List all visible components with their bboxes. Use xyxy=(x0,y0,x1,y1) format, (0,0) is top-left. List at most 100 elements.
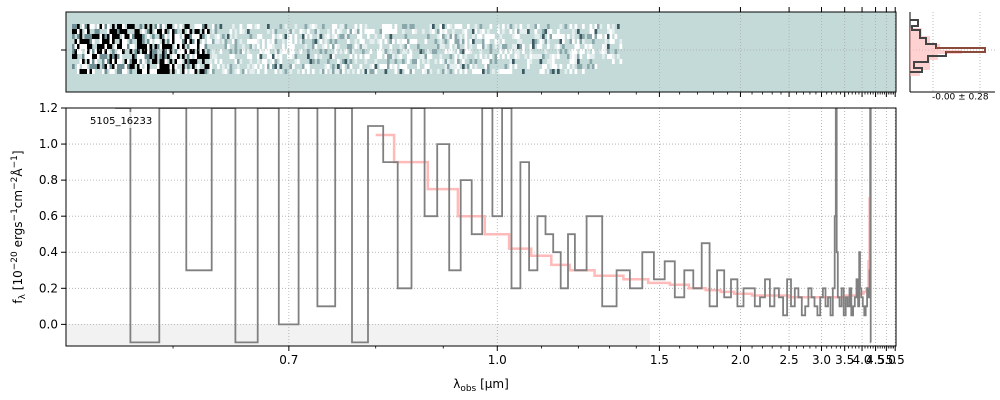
spectrum-2d-pixel xyxy=(109,54,113,59)
spectrum-2d-pixel xyxy=(352,29,355,34)
spectrum-2d-pixel xyxy=(74,39,78,44)
spectrum-2d-pixel xyxy=(402,39,405,44)
spectrum-2d-pixel xyxy=(577,54,580,59)
spectrum-2d-pixel xyxy=(482,69,485,74)
spectrum-2d-pixel xyxy=(174,44,178,49)
spectrum-2d-pixel xyxy=(187,64,190,69)
spectrum-2d-pixel xyxy=(409,49,413,54)
spectrum-2d-pixel xyxy=(224,39,228,44)
spectrum-2d-pixel xyxy=(302,34,305,39)
spectrum-2d-pixel xyxy=(497,39,500,44)
spectrum-2d-pixel xyxy=(487,34,490,39)
spectrum-2d-pixel xyxy=(239,59,243,64)
spectrum-2d-pixel xyxy=(197,29,200,34)
spectrum-2d-pixel xyxy=(412,24,415,29)
spectrum-2d-pixel xyxy=(312,59,315,64)
spectrum-2d-pixel xyxy=(549,59,553,64)
spectrum-2d-pixel xyxy=(557,69,560,74)
spectrum-2d-pixel xyxy=(112,34,115,39)
spectrum-2d-pixel xyxy=(134,34,138,39)
spectrum-2d-pixel xyxy=(152,34,155,39)
spectrum-2d-pixel xyxy=(214,59,218,64)
spectrum-2d-pixel xyxy=(224,69,228,74)
spectrum-2d-pixel xyxy=(449,69,453,74)
spectrum-2d-pixel xyxy=(367,54,370,59)
spectrum-2d-pixel xyxy=(377,39,380,44)
spectrum-2d-pixel xyxy=(262,44,265,49)
spectrum-2d-pixel xyxy=(87,39,90,44)
spectrum-2d-pixel xyxy=(459,49,463,54)
spectrum-2d-pixel xyxy=(177,54,180,59)
spectrum-2d-pixel xyxy=(349,64,353,69)
spectrum-2d-pixel xyxy=(84,29,88,34)
spectrum-2d-pixel xyxy=(569,54,573,59)
spectrum-2d-pixel xyxy=(577,59,580,64)
spectrum-2d-pixel xyxy=(372,64,375,69)
spectrum-2d-pixel xyxy=(389,64,393,69)
spectrum-2d-pixel xyxy=(192,39,195,44)
spectrum-2d-pixel xyxy=(582,39,585,44)
spectrum-2d-pixel xyxy=(209,69,213,74)
spectrum-2d-pixel xyxy=(537,24,540,29)
spectrum-2d-pixel xyxy=(379,39,383,44)
spectrum-2d-pixel xyxy=(77,49,80,54)
spectrum-2d-pixel xyxy=(444,69,448,74)
spectrum-2d-pixel xyxy=(587,44,590,49)
spectrum-2d-pixel xyxy=(182,34,185,39)
spectrum-2d-pixel xyxy=(342,69,345,74)
spectrum-2d-pixel xyxy=(212,49,215,54)
spectrum-2d-pixel xyxy=(122,64,125,69)
spectrum-2d-pixel xyxy=(194,39,198,44)
spectrum-2d-pixel xyxy=(337,69,340,74)
spectrum-2d-pixel xyxy=(257,34,260,39)
spectrum-2d-pixel xyxy=(569,59,573,64)
spectrum-2d-pixel xyxy=(94,29,98,34)
spectrum-2d-pixel xyxy=(232,39,235,44)
spectrum-2d-pixel xyxy=(77,64,80,69)
spectrum-2d-pixel xyxy=(509,49,513,54)
spectrum-2d-pixel xyxy=(207,39,210,44)
spectrum-2d-pixel xyxy=(104,39,108,44)
spectrum-2d-pixel xyxy=(167,54,170,59)
spectrum-2d-pixel xyxy=(459,69,463,74)
spectrum-2d-pixel xyxy=(242,49,245,54)
spectrum-2d-pixel xyxy=(404,39,408,44)
spectrum-2d-pixel xyxy=(342,64,345,69)
spectrum-2d-pixel xyxy=(562,44,565,49)
spectrum-2d-pixel xyxy=(234,69,238,74)
spectrum-2d-pixel xyxy=(299,49,303,54)
spectrum-2d-pixel xyxy=(519,44,523,49)
spectrum-2d-pixel xyxy=(249,24,253,29)
spectrum-2d-pixel xyxy=(134,29,138,34)
spectrum-2d-pixel xyxy=(222,34,225,39)
spectrum-2d-pixel xyxy=(244,69,248,74)
spectrum-2d-pixel xyxy=(482,29,485,34)
spectrum-2d-pixel xyxy=(464,69,468,74)
spectrum-2d-pixel xyxy=(204,29,208,34)
spectrum-2d-pixel xyxy=(469,49,473,54)
spectrum-2d-pixel xyxy=(277,64,280,69)
spectrum-2d-pixel xyxy=(187,29,190,34)
spectrum-2d-pixel xyxy=(534,29,538,34)
spectrum-2d-pixel xyxy=(192,59,195,64)
spectrum-2d-pixel xyxy=(347,29,350,34)
spectrum-2d-pixel xyxy=(389,34,393,39)
spectrum-2d-pixel xyxy=(144,24,148,29)
spectrum-2d-pixel xyxy=(209,64,213,69)
spectrum-2d-pixel xyxy=(554,34,558,39)
spectrum-2d-pixel xyxy=(464,44,468,49)
spectrum-2d-pixel xyxy=(94,59,98,64)
spectrum-2d-pixel xyxy=(389,39,393,44)
spectrum-2d-pixel xyxy=(564,49,568,54)
spectrum-2d-pixel xyxy=(532,39,535,44)
spectrum-2d-pixel xyxy=(147,44,150,49)
spectrum-2d-pixel xyxy=(112,39,115,44)
spectrum-2d-pixel xyxy=(229,49,233,54)
spectrum-2d-pixel xyxy=(94,64,98,69)
spectrum-2d-pixel xyxy=(282,39,285,44)
spectrum-2d-pixel xyxy=(119,54,123,59)
spectrum-2d-pixel xyxy=(169,34,173,39)
spectrum-2d-pixel xyxy=(234,44,238,49)
ylabel-close: ] xyxy=(11,150,25,155)
spectrum-2d-pixel xyxy=(442,29,445,34)
